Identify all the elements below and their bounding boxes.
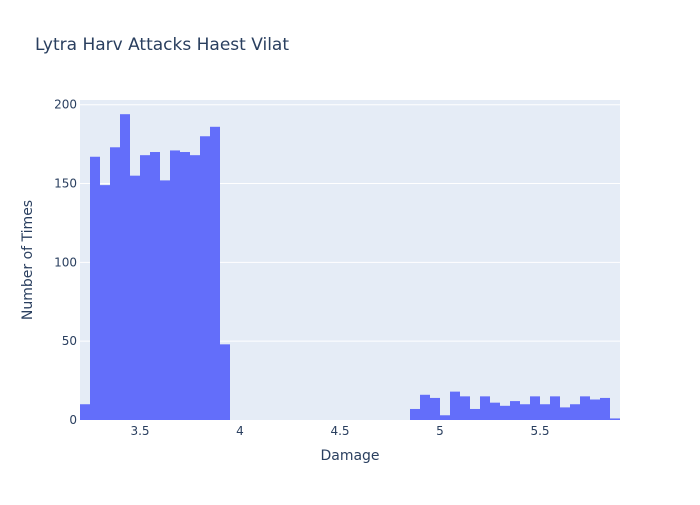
histogram-bar <box>500 405 510 420</box>
histogram-bar <box>220 344 230 420</box>
histogram-bar <box>110 147 120 420</box>
histogram-bars <box>80 114 620 420</box>
histogram-bar <box>570 404 580 420</box>
histogram-bar <box>440 415 450 420</box>
histogram-bar <box>600 397 610 420</box>
histogram-bar <box>200 136 210 420</box>
histogram-bar <box>80 404 90 420</box>
x-axis-ticks: 3.5 4 4.5 5 5.5 <box>130 424 549 438</box>
histogram-bar <box>100 185 110 420</box>
histogram-bar <box>550 396 560 420</box>
histogram-bar <box>470 408 480 420</box>
histogram-bar <box>170 150 180 420</box>
histogram-bar <box>210 126 220 420</box>
histogram-bar <box>490 402 500 420</box>
x-tick-label: 4 <box>236 424 244 438</box>
y-tick-label: 150 <box>54 177 77 191</box>
histogram-bar <box>160 180 170 420</box>
x-tick-label: 5 <box>436 424 444 438</box>
histogram-bar <box>130 175 140 420</box>
y-axis-ticks: 0 50 100 150 200 <box>54 98 77 427</box>
y-tick-label: 100 <box>54 255 77 269</box>
y-axis-label: Number of Times <box>20 200 36 320</box>
x-tick-label: 5.5 <box>530 424 549 438</box>
histogram-bar <box>140 155 150 420</box>
chart-title: Lytra Harv Attacks Haest Vilat <box>35 35 289 55</box>
histogram-bar <box>580 396 590 420</box>
histogram-bar <box>590 399 600 420</box>
histogram-bar <box>450 391 460 420</box>
histogram-bar <box>180 152 190 420</box>
x-axis-label: Damage <box>320 448 379 464</box>
histogram-bar <box>430 397 440 420</box>
y-tick-label: 50 <box>62 334 77 348</box>
y-tick-label: 200 <box>54 98 77 112</box>
histogram-bar <box>190 155 200 420</box>
x-tick-label: 3.5 <box>130 424 149 438</box>
histogram-bar <box>610 418 620 420</box>
histogram-bar <box>150 152 160 420</box>
histogram-bar <box>420 394 430 420</box>
histogram-bar <box>560 407 570 420</box>
x-tick-label: 4.5 <box>330 424 349 438</box>
histogram-bar <box>540 404 550 420</box>
y-tick-label: 0 <box>69 413 77 427</box>
histogram-bar <box>480 396 490 420</box>
histogram-bar <box>510 401 520 420</box>
histogram-bar <box>530 396 540 420</box>
histogram-bar <box>90 156 100 420</box>
histogram-bar <box>520 404 530 420</box>
histogram-bar <box>120 114 130 420</box>
histogram-bar <box>410 408 420 420</box>
histogram-bar <box>460 396 470 420</box>
